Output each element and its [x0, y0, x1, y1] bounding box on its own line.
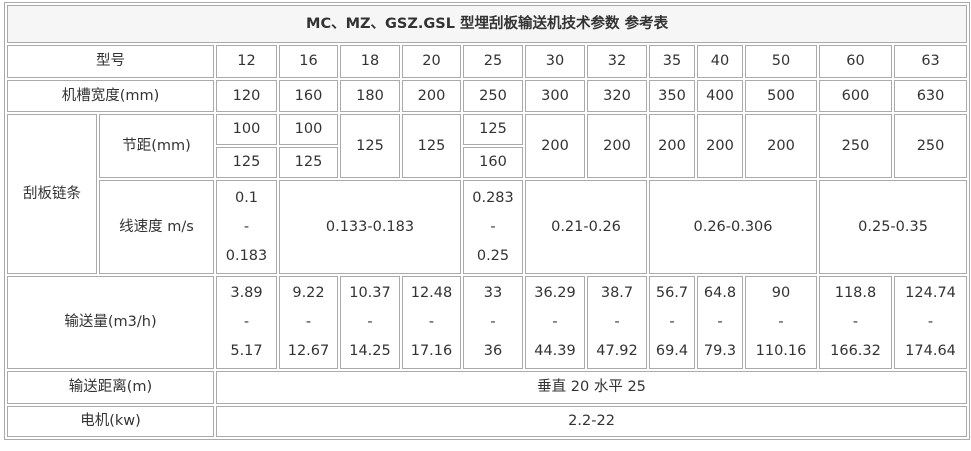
row-label: 输送量(m3/h) [7, 276, 214, 369]
model-cell: 35 [649, 45, 695, 78]
speed-cell: 0.133-0.183 [279, 180, 461, 274]
pitch-cell: 200 [745, 114, 817, 178]
pitch-cell: 250 [819, 114, 892, 178]
pitch-cell: 100 [279, 114, 338, 145]
capacity-cell: 3.89 - 5.17 [216, 276, 277, 369]
width-cell: 320 [587, 80, 647, 112]
pitch-cell: 125 [463, 114, 523, 145]
pitch-cell: 100 [216, 114, 277, 145]
parameter-table: MC、MZ、GSZ.GSL 型埋刮板输送机技术参数 参考表 型号 12 16 18 20 2… [4, 2, 971, 440]
capacity-cell: 10.37 - 14.25 [340, 276, 400, 369]
pitch-cell: 125 [216, 147, 277, 178]
speed-cell: 0.26-0.306 [649, 180, 817, 274]
capacity-cell: 38.7 - 47.92 [587, 276, 647, 369]
capacity-cell: 9.22 - 12.67 [279, 276, 338, 369]
table-row: MC、MZ、GSZ.GSL 型埋刮板输送机技术参数 参考表 [7, 5, 968, 43]
row-label: 线速度 m/s [99, 180, 214, 274]
row-label: 节距(mm) [99, 114, 214, 178]
width-cell: 630 [894, 80, 968, 112]
capacity-cell: 90 - 110.16 [745, 276, 817, 369]
speed-cell: 0.21-0.26 [525, 180, 647, 274]
distance-cell: 垂直 20 水平 25 [216, 371, 968, 404]
table-row: 125 125 160 [7, 147, 967, 178]
group-label: 刮板链条 [7, 114, 97, 274]
pitch-cell: 160 [463, 147, 523, 178]
model-cell: 30 [525, 45, 585, 78]
width-cell: 200 [402, 80, 461, 112]
row-label: 电机(kw) [7, 406, 214, 437]
pitch-cell: 200 [525, 114, 585, 178]
table-title: MC、MZ、GSZ.GSL 型埋刮板输送机技术参数 参考表 [7, 5, 968, 43]
capacity-cell: 56.7 - 69.4 [649, 276, 695, 369]
width-cell: 250 [463, 80, 523, 112]
model-cell: 63 [894, 45, 968, 78]
width-cell: 300 [525, 80, 585, 112]
table-row: 输送量(m3/h) 3.89 - 5.17 9.22 - 12.67 10.37 - … [7, 276, 968, 369]
table-row: 线速度 m/s 0.1 - 0.183 0.133-0.183 0.283 - 0.2… [7, 180, 968, 274]
speed-cell: 0.283 - 0.25 [463, 180, 523, 274]
model-cell: 12 [216, 45, 277, 78]
table-row: 输送距离(m) 垂直 20 水平 25 [7, 371, 968, 404]
capacity-cell: 36.29 - 44.39 [525, 276, 585, 369]
pitch-cell: 200 [587, 114, 647, 178]
model-cell: 25 [463, 45, 523, 78]
pitch-cell: 125 [279, 147, 338, 178]
model-cell: 16 [279, 45, 338, 78]
pitch-cell: 250 [894, 114, 968, 178]
pitch-cell: 200 [649, 114, 695, 178]
table-body: MC、MZ、GSZ.GSL 型埋刮板输送机技术参数 参考表 型号 12 16 18 20 2… [7, 5, 968, 437]
motor-cell: 2.2-22 [216, 406, 968, 437]
capacity-cell: 33 - 36 [463, 276, 523, 369]
table-row: 机槽宽度(mm) 120 160 180 200 250 300 320 350 400 500 60… [7, 80, 968, 112]
row-label: 型号 [7, 45, 214, 78]
pitch-cell: 200 [697, 114, 743, 178]
model-cell: 32 [587, 45, 647, 78]
speed-cell: 0.25-0.35 [819, 180, 968, 274]
table-row: 刮板链条 节距(mm) 100 100 125 125 125 200 200 200 200 200… [7, 114, 968, 274]
table-row: 型号 12 16 18 20 25 30 32 35 40 50 60 63 [7, 45, 968, 78]
model-cell: 50 [745, 45, 817, 78]
width-cell: 400 [697, 80, 743, 112]
capacity-cell: 64.8 - 79.3 [697, 276, 743, 369]
width-cell: 160 [279, 80, 338, 112]
speed-cell: 0.1 - 0.183 [216, 180, 277, 274]
pitch-cell: 125 [402, 114, 461, 178]
model-cell: 20 [402, 45, 461, 78]
capacity-cell: 118.8 - 166.32 [819, 276, 892, 369]
width-cell: 350 [649, 80, 695, 112]
table-row: 电机(kw) 2.2-22 [7, 406, 968, 437]
row-label: 机槽宽度(mm) [7, 80, 214, 112]
row-label: 输送距离(m) [7, 371, 214, 404]
width-cell: 600 [819, 80, 892, 112]
capacity-cell: 12.48 - 17.16 [402, 276, 461, 369]
width-cell: 180 [340, 80, 400, 112]
width-cell: 500 [745, 80, 817, 112]
model-cell: 60 [819, 45, 892, 78]
model-cell: 18 [340, 45, 400, 78]
capacity-cell: 124.74 - 174.64 [894, 276, 968, 369]
width-cell: 120 [216, 80, 277, 112]
model-cell: 40 [697, 45, 743, 78]
pitch-cell: 125 [340, 114, 400, 178]
